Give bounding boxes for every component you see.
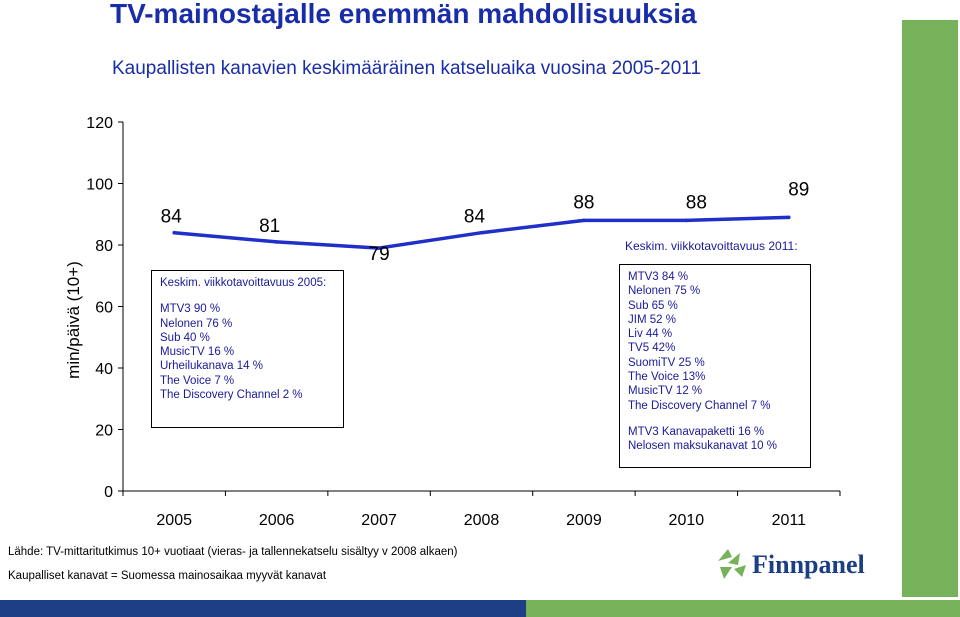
- x-tick-labels: 2005 2006 2007 2008 2009 2010 2011: [156, 512, 806, 529]
- y-tick-label: 40: [95, 361, 113, 378]
- reach-2011-line: JIM 52 %: [628, 313, 676, 326]
- y-tick-label: 60: [95, 300, 113, 317]
- data-point: [582, 218, 586, 223]
- reach-2011-extra-line: Nelosen maksukanavat 10 %: [628, 440, 777, 453]
- reach-box-2005-head: Keskim. viikkotavoittavuus 2005:: [160, 277, 327, 289]
- x-tick-label: 2006: [259, 512, 295, 529]
- reach-2011-line: SuomiTV 25 %: [628, 356, 705, 369]
- page-subtitle: Kaupallisten kanavien keskimääräinen kat…: [112, 58, 702, 79]
- series-line-group: [172, 215, 791, 250]
- reach-2011-line: Liv 44 %: [628, 328, 673, 341]
- data-point: [684, 218, 689, 223]
- reach-2005-line: Nelonen 76 %: [160, 317, 233, 330]
- reach-2005-line: The Discovery Channel 2 %: [160, 389, 303, 402]
- page-title: TV-mainostajalle enemmän mahdollisuuksia: [110, 0, 697, 29]
- x-tick-label: 2010: [669, 512, 705, 529]
- reach-box-2011: MTV3 84 % Nelonen 75 % Sub 65 % JIM 52 % Liv…: [619, 264, 811, 468]
- reach-2005-line: Urheilukanava 14 %: [160, 360, 263, 373]
- reach-box-2005: Keskim. viikkotavoittavuus 2005: MTV3 90…: [151, 270, 344, 428]
- data-label: 79: [369, 244, 390, 265]
- finnpanel-logo-text: Finnpanel: [752, 550, 865, 579]
- reach-2011-line: Nelonen 75 %: [628, 285, 701, 298]
- reach-2005-line: MTV3 90 %: [160, 303, 221, 316]
- data-label: 81: [259, 216, 280, 237]
- decorative-green-bar-bottom: [526, 600, 960, 617]
- reach-2011-line: The Voice 13%: [628, 371, 706, 384]
- x-tick-label: 2009: [566, 512, 602, 529]
- data-point: [479, 230, 484, 235]
- chart-axes: [118, 121, 841, 496]
- reach-2005-line: Sub 40 %: [160, 331, 210, 344]
- y-tick-label: 100: [86, 177, 113, 194]
- source-footnote: Lähde: TV-mittaritutkimus 10+ vuotiaat (…: [8, 546, 458, 558]
- data-label: 89: [788, 179, 809, 200]
- x-tick-label: 2005: [156, 512, 192, 529]
- data-label: 88: [686, 192, 707, 213]
- y-tick-label: 80: [95, 238, 113, 255]
- data-label: 88: [573, 192, 594, 213]
- reach-2011-extra-line: MTV3 Kanavapaketti 16 %: [628, 425, 765, 438]
- decorative-green-bar-right: [902, 20, 958, 597]
- reach-2011-line: Sub 65 %: [628, 299, 678, 312]
- data-point: [274, 240, 279, 244]
- x-tick-label: 2007: [361, 512, 397, 529]
- x-tick-label: 2011: [772, 512, 807, 529]
- reach-2011-line: MTV3 84 %: [628, 271, 689, 283]
- reach-2011-line: The Discovery Channel 7 %: [628, 399, 771, 412]
- data-point: [786, 215, 791, 220]
- data-point: [172, 230, 177, 235]
- data-label: 84: [464, 207, 486, 228]
- reach-2005-line: The Voice 7 %: [160, 374, 235, 387]
- data-label: 84: [161, 207, 183, 228]
- y-tick-label: 0: [104, 484, 113, 501]
- y-tick-label: 120: [86, 115, 113, 132]
- y-tick-label: 20: [95, 423, 113, 440]
- reach-2005-line: MusicTV 16 %: [160, 346, 235, 359]
- reach-box-2011-head: Keskim. viikkotavoittavuus 2011:: [623, 239, 800, 253]
- finnpanel-logo-icon: [718, 549, 746, 579]
- x-tick-label: 2008: [464, 512, 500, 529]
- reach-2011-line: TV5 42%: [628, 342, 676, 355]
- data-point: [377, 246, 381, 250]
- y-tick-labels: 0 20 40 60 80 100 120: [86, 115, 113, 501]
- definition-footnote: Kaupalliset kanavat = Suomessa mainosaik…: [8, 570, 327, 582]
- value-labels: 84 81 79 84 88 88 89: [161, 179, 810, 265]
- reach-2011-line: MusicTV 12 %: [628, 385, 703, 398]
- y-axis-label: min/päivä (10+): [64, 261, 83, 379]
